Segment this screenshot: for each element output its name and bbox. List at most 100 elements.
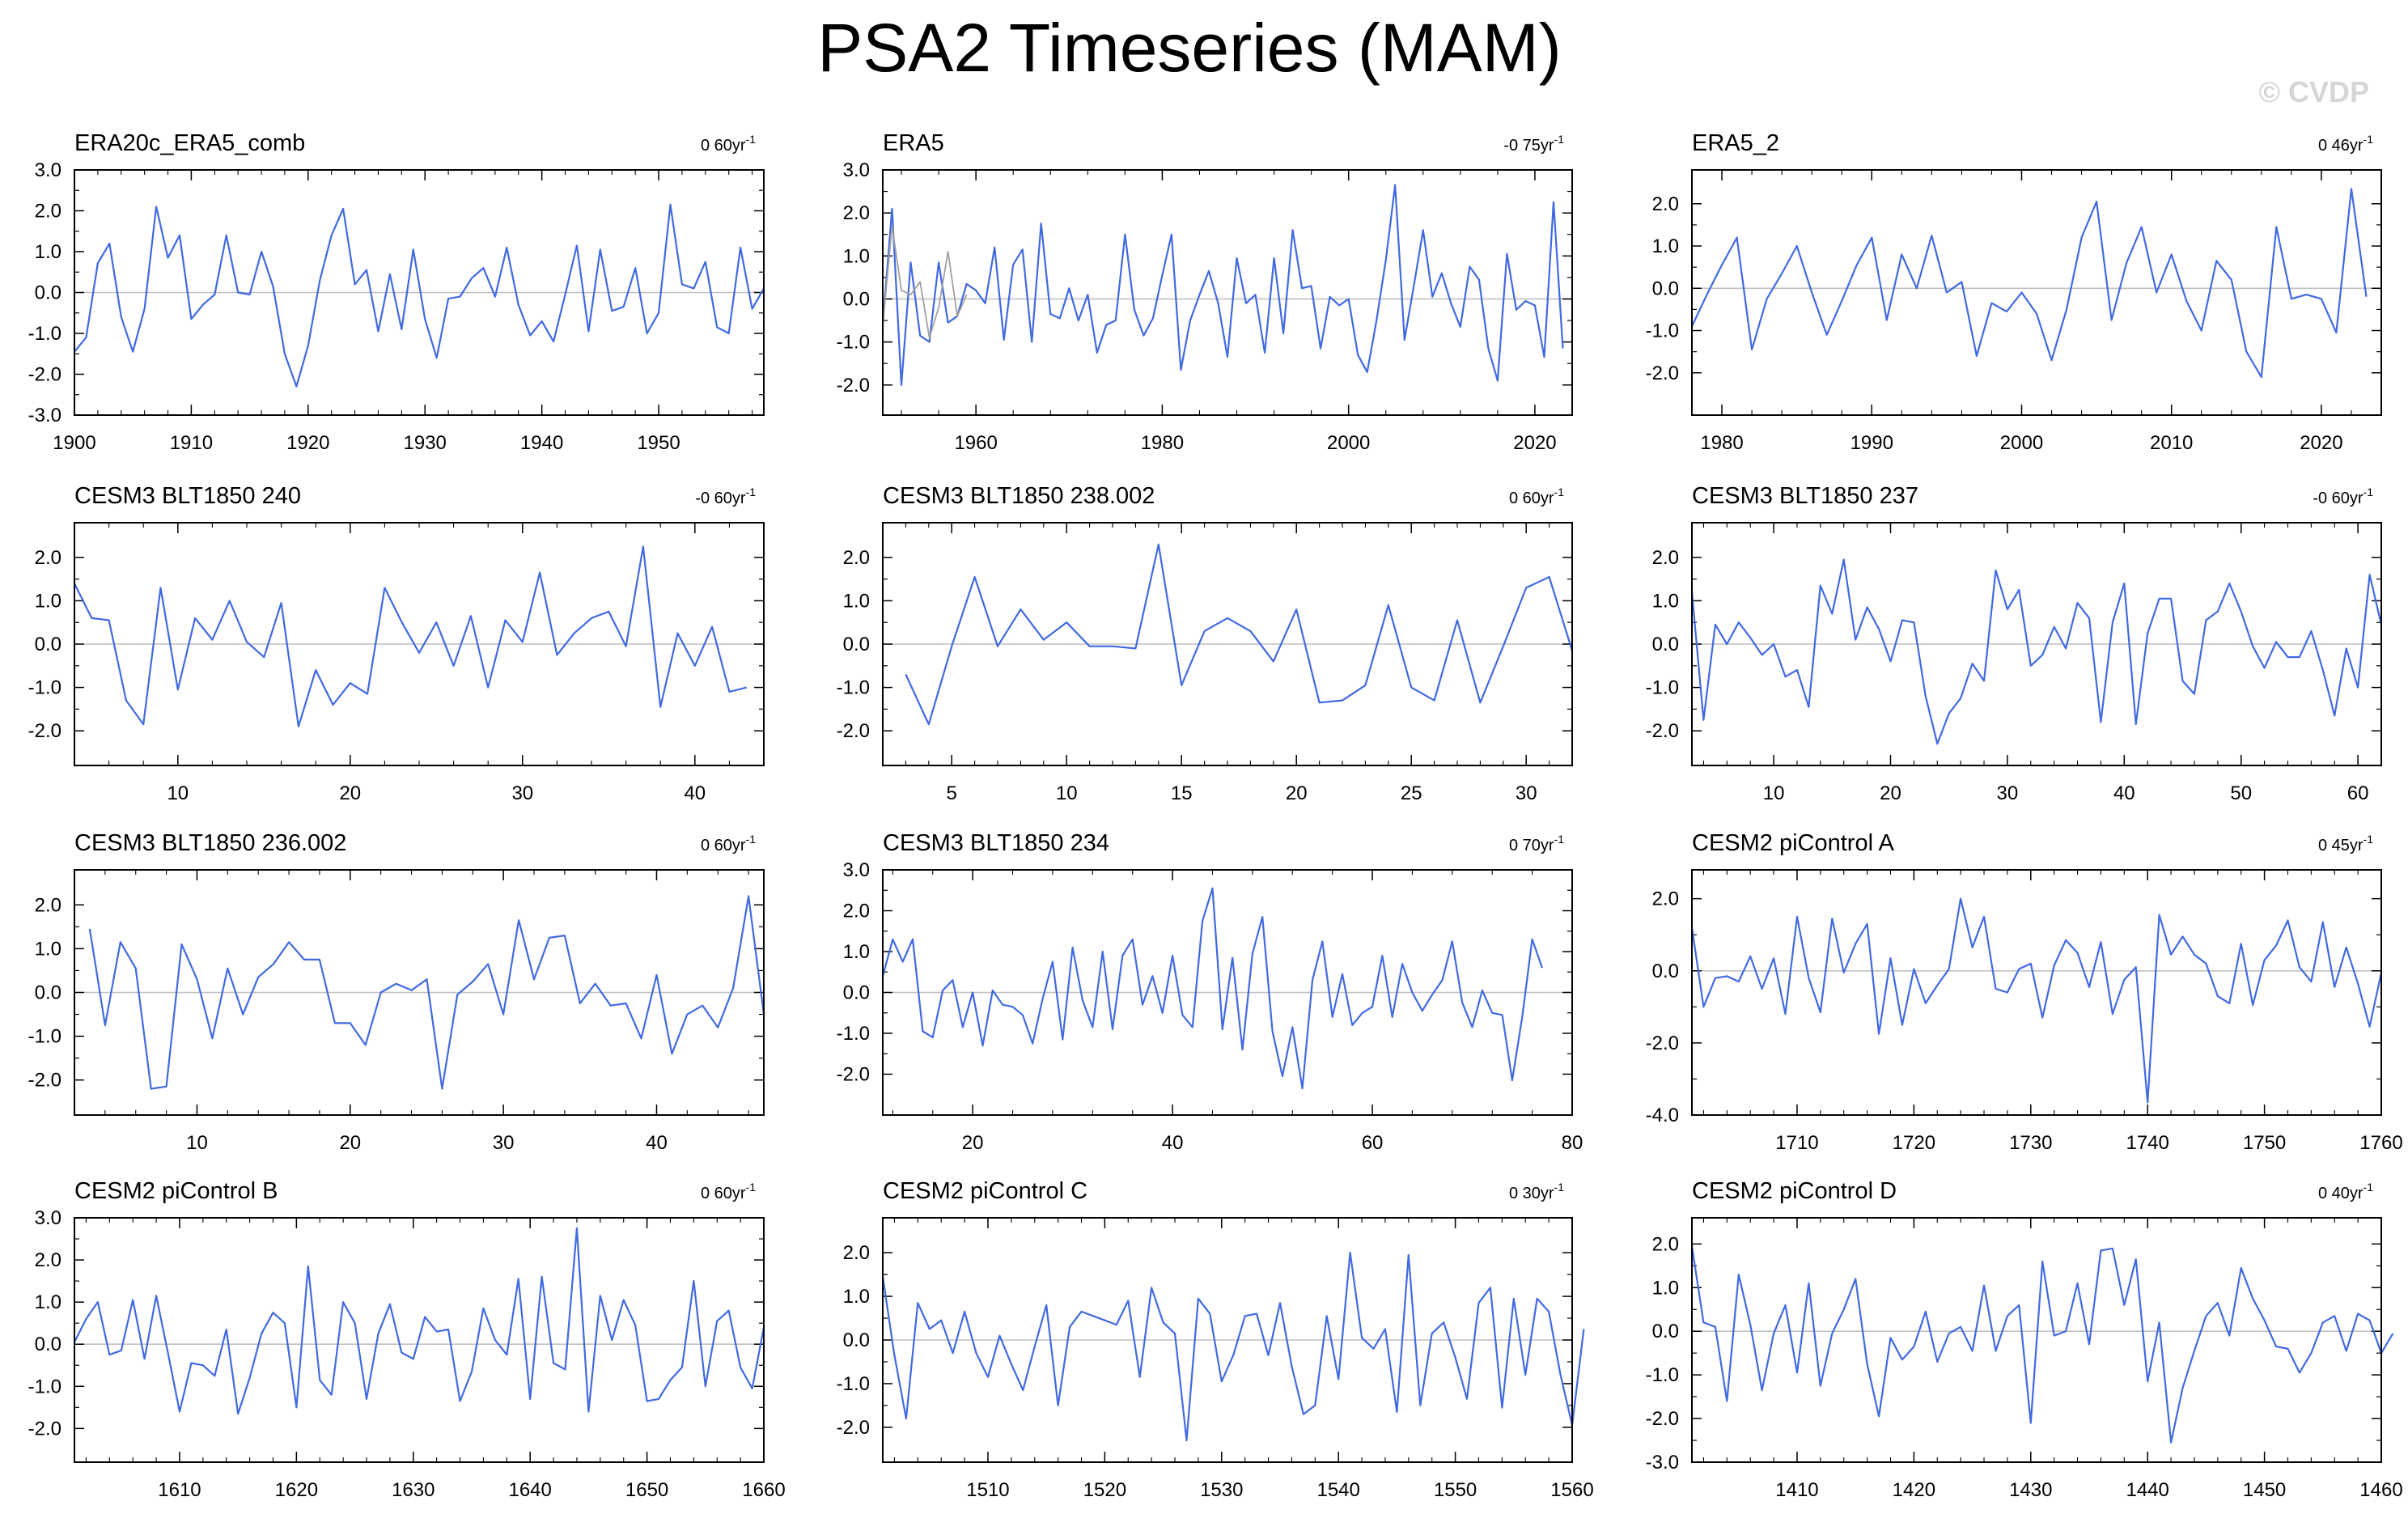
y-tick-label: 3.0 <box>843 159 870 181</box>
y-tick-label: -1.0 <box>837 332 870 354</box>
y-tick-label: 0.0 <box>35 1334 61 1355</box>
x-tick-label: 1540 <box>1316 1479 1359 1501</box>
trend-exponent: -1 <box>746 133 757 146</box>
panel-5: CESM3 BLT1850 238.002 0 60yr-1 -2.0 -1.0 0.0… <box>837 483 1574 804</box>
y-tick-label: -2.0 <box>28 1418 61 1440</box>
y-tick-label: 2.0 <box>1652 193 1679 215</box>
panel-title: CESM2 piControl A <box>1692 830 1894 856</box>
series-line <box>74 203 765 388</box>
y-tick-label: 0.0 <box>1652 960 1679 982</box>
y-tick-label: -1.0 <box>28 1026 61 1048</box>
x-tick-label: 1610 <box>158 1479 201 1501</box>
panel-title: CESM3 BLT1850 238.002 <box>883 483 1155 509</box>
y-tick-label: -2.0 <box>28 364 61 386</box>
x-tick-label: 1440 <box>2126 1479 2168 1501</box>
x-tick-label: 1990 <box>1851 432 1893 454</box>
y-tick-label: -1.0 <box>1646 1364 1679 1386</box>
x-tick-label: 1450 <box>2243 1479 2286 1501</box>
y-tick-label: -2.0 <box>837 1064 870 1086</box>
y-tick-label: 3.0 <box>35 159 61 181</box>
x-tick-label: 20 <box>962 1132 984 1154</box>
plot-frame <box>1691 522 2382 766</box>
y-tick-label: 0.0 <box>35 982 61 1004</box>
y-tick-label: 2.0 <box>843 547 870 569</box>
y-tick-label: 0.0 <box>1652 634 1679 655</box>
x-tick-label: 1420 <box>1893 1479 1935 1501</box>
x-tick-label: 2020 <box>1513 432 1556 454</box>
plot-frame <box>882 869 1573 1116</box>
y-tick-label: 2.0 <box>35 894 61 916</box>
x-tick-label: 1660 <box>742 1479 785 1501</box>
y-tick-label: 1.0 <box>1652 590 1679 612</box>
x-tick-label: 50 <box>2230 782 2252 804</box>
trend-exponent: -1 <box>2363 833 2374 846</box>
y-tick-label: -1.0 <box>28 323 61 345</box>
plot-frame <box>74 869 765 1116</box>
y-tick-label: 0.0 <box>843 982 870 1004</box>
series-line <box>88 895 765 1090</box>
y-tick-label: 1.0 <box>843 245 870 267</box>
series-line <box>74 545 747 727</box>
x-tick-label: 1750 <box>2243 1132 2286 1154</box>
y-tick-label: 0.0 <box>35 634 61 655</box>
x-tick-label: 20 <box>1880 782 1901 804</box>
panel-11: CESM2 piControl C 0 30yr-1 -2.0 -1.0 0.0 1.0 2… <box>837 1178 1594 1501</box>
y-tick-label: 3.0 <box>35 1207 61 1229</box>
x-tick-label: 1530 <box>1200 1479 1243 1501</box>
y-tick-label: 3.0 <box>843 859 870 881</box>
trend-value: 0 45yr <box>2318 837 2363 854</box>
y-tick-label: 2.0 <box>35 547 61 569</box>
x-tick-label: 1650 <box>625 1479 668 1501</box>
y-tick-label: -3.0 <box>28 405 61 426</box>
panel-8: CESM3 BLT1850 234 0 70yr-1 -2.0 -1.0 0.0 1.0 2… <box>837 830 1583 1154</box>
x-tick-label: 2000 <box>2000 432 2043 454</box>
trend-value: 0 60yr <box>701 137 746 155</box>
y-tick-label: 0.0 <box>35 282 61 304</box>
panel-title: CESM3 BLT1850 237 <box>1692 483 1918 509</box>
trend-value: 0 60yr <box>701 1185 746 1202</box>
panel-title: CESM3 BLT1850 240 <box>74 483 301 509</box>
x-tick-label: 25 <box>1401 782 1422 804</box>
x-tick-label: 1980 <box>1141 432 1184 454</box>
panel-4: CESM3 BLT1850 240 -0 60yr-1 -2.0 -1.0 0.0 1.0… <box>28 483 765 804</box>
panel-9: CESM2 piControl A 0 45yr-1 -4.0 -2.0 0.0 2.0 1… <box>1646 830 2403 1154</box>
series-line <box>881 887 1544 1090</box>
trend-exponent: -1 <box>746 1181 757 1194</box>
panel-title: ERA20c_ERA5_comb <box>74 130 305 156</box>
y-tick-label: -1.0 <box>28 1376 61 1397</box>
x-tick-label: 40 <box>2113 782 2135 804</box>
y-tick-label: -2.0 <box>1646 1033 1679 1054</box>
plot-frame <box>74 169 765 416</box>
panel-7: CESM3 BLT1850 236.002 0 60yr-1 -2.0 -1.0 0.0… <box>28 830 765 1154</box>
y-tick-label: 1.0 <box>1652 1277 1679 1299</box>
trend-label: 0 60yr-1 <box>701 1181 756 1202</box>
x-tick-label: 40 <box>684 782 706 804</box>
y-tick-label: -4.0 <box>1646 1105 1679 1126</box>
y-tick-label: -2.0 <box>837 375 870 396</box>
y-tick-label: -1.0 <box>1646 677 1679 699</box>
panel-1: ERA20c_ERA5_comb 0 60yr-1 -3.0 -2.0 -1.0 0.0 1… <box>28 130 765 454</box>
plot-frame <box>74 1217 765 1463</box>
x-tick-label: 1710 <box>1775 1132 1818 1154</box>
x-tick-label: 1910 <box>170 432 213 454</box>
x-tick-label: 80 <box>1562 1132 1583 1154</box>
panel-6: CESM3 BLT1850 237 -0 60yr-1 -2.0 -1.0 0.0 1.0… <box>1646 483 2383 804</box>
y-tick-label: 1.0 <box>843 590 870 612</box>
trend-exponent: -1 <box>746 833 757 846</box>
x-tick-label: 40 <box>646 1132 668 1154</box>
y-tick-label: 1.0 <box>35 938 61 960</box>
trend-value: 0 30yr <box>1509 1185 1554 1202</box>
x-tick-label: 1630 <box>392 1479 435 1501</box>
y-tick-label: 2.0 <box>1652 547 1679 569</box>
panel-12: CESM2 piControl D 0 40yr-1 -3.0 -2.0 -1.0 0.0… <box>1646 1178 2403 1501</box>
trend-value: 0 60yr <box>701 837 746 854</box>
x-tick-label: 1740 <box>2126 1132 2168 1154</box>
y-tick-label: 2.0 <box>1652 888 1679 910</box>
x-tick-label: 10 <box>186 1132 208 1154</box>
watermark: © CVDP <box>2258 75 2369 108</box>
trend-exponent: -1 <box>1554 1181 1565 1194</box>
series-line <box>1690 897 2383 1104</box>
trend-label: 0 30yr-1 <box>1509 1181 1564 1202</box>
x-tick-label: 1940 <box>520 432 563 454</box>
x-tick-label: 1550 <box>1434 1479 1477 1501</box>
